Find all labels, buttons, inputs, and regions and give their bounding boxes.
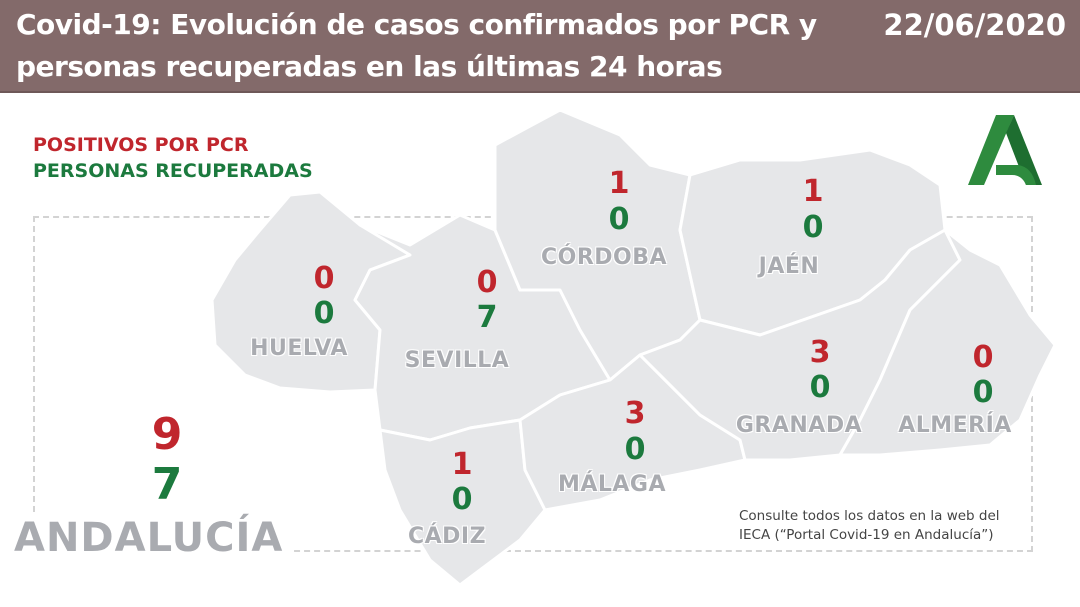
malaga-pcr: 3 [624, 396, 646, 431]
jaen-pcr: 1 [802, 174, 824, 209]
huelva-pcr: 0 [313, 261, 335, 296]
sevilla-label: SEVILLA [404, 348, 510, 373]
almeria-pcr: 0 [972, 340, 994, 375]
jaen-recovered: 0 [802, 210, 824, 245]
report-date: 22/06/2020 [883, 8, 1066, 42]
legend: POSITIVOS POR PCR PERSONAS RECUPERADAS [33, 132, 313, 184]
header-banner: Covid-19: Evolución de casos confirmados… [0, 0, 1080, 93]
page-title: Covid-19: Evolución de casos confirmados… [16, 8, 817, 83]
huelva-label: HUELVA [250, 336, 348, 361]
huelva-recovered: 0 [313, 296, 335, 331]
cadiz-recovered: 0 [451, 482, 473, 517]
total-region-label: ANDALUCÍA [14, 515, 292, 561]
legend-pcr: POSITIVOS POR PCR [33, 134, 249, 156]
cordoba-pcr: 1 [608, 166, 630, 201]
granada-pcr: 3 [809, 335, 831, 370]
cadiz-pcr: 1 [451, 447, 473, 482]
source-note: Consulte todos los datos en la web del I… [739, 508, 1000, 543]
malaga-recovered: 0 [624, 432, 646, 467]
junta-andalucia-logo [966, 113, 1044, 189]
legend-recovered: PERSONAS RECUPERADAS [33, 160, 313, 182]
total-pcr: 9 [151, 409, 183, 460]
almeria-recovered: 0 [972, 375, 994, 410]
province-shape-almeria [838, 228, 1057, 457]
almeria-label: ALMERÍA [898, 413, 1012, 438]
cadiz-label: CÁDIZ [407, 524, 487, 549]
sevilla-recovered: 7 [476, 300, 498, 335]
province-shape-cadiz [378, 418, 547, 587]
logo-a-icon [968, 115, 1042, 185]
cordoba-label: CÓRDOBA [540, 245, 668, 270]
jaen-label: JAÉN [758, 254, 820, 279]
total-recovered: 7 [151, 459, 183, 510]
sevilla-pcr: 0 [476, 265, 498, 300]
granada-recovered: 0 [809, 370, 831, 405]
malaga-label: MÁLAGA [557, 472, 667, 497]
granada-label: GRANADA [735, 413, 863, 438]
cordoba-recovered: 0 [608, 202, 630, 237]
